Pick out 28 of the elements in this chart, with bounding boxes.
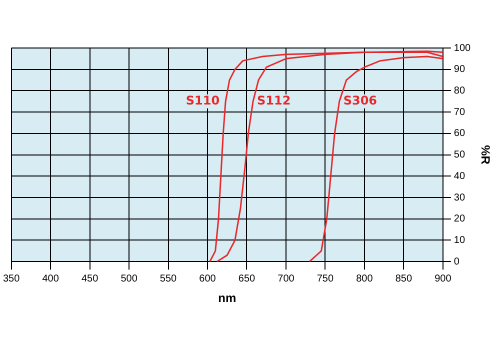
- y-tick-label: 90: [454, 64, 466, 76]
- x-tick-label: 800: [356, 273, 374, 284]
- x-tick-label: 350: [3, 273, 20, 284]
- y-tick-label: 30: [454, 192, 466, 204]
- y-tick-label: 60: [454, 128, 466, 140]
- x-tick-label: 850: [395, 273, 412, 284]
- x-tick-label: 550: [160, 273, 178, 284]
- series-label: S110: [186, 94, 220, 108]
- y-tick-label: 80: [454, 85, 466, 96]
- y-tick-label: 70: [454, 106, 466, 118]
- x-tick-label: 650: [238, 273, 256, 284]
- x-tick-label: 500: [120, 273, 138, 284]
- x-tick-label: 400: [42, 273, 60, 284]
- y-tick-label: 0: [454, 256, 460, 268]
- y-tick-label: 10: [454, 234, 466, 246]
- y-tick-label: 100: [454, 42, 472, 54]
- series-label: S306: [343, 94, 378, 108]
- y-axis-title: %R: [478, 145, 492, 165]
- x-axis-title: nm: [218, 291, 236, 306]
- x-tick-label: 700: [278, 273, 295, 284]
- x-tick-label: 750: [316, 273, 334, 284]
- y-tick-label: 40: [454, 170, 466, 182]
- series-label: S112: [257, 94, 291, 108]
- x-tick-label: 450: [81, 273, 99, 284]
- x-tick-label: 900: [434, 273, 452, 284]
- y-tick-label: 50: [454, 150, 466, 161]
- y-tick-label: 20: [454, 214, 466, 225]
- x-tick-label: 600: [199, 273, 216, 284]
